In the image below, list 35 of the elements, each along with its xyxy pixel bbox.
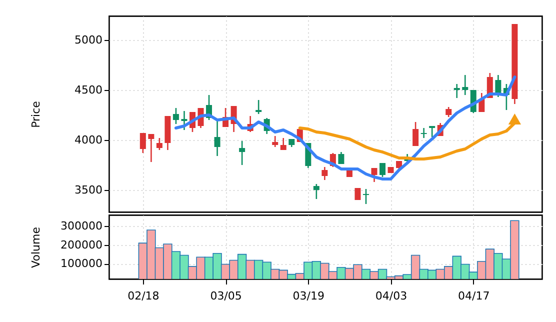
y-tick-label: 200000 <box>60 238 102 252</box>
candlestick <box>454 83 460 99</box>
candlestick <box>371 167 378 183</box>
candlestick <box>429 125 436 138</box>
x-tick-label: 02/18 <box>128 290 160 302</box>
candlestick <box>140 132 146 154</box>
candlestick <box>322 166 328 181</box>
x-tick-label: 04/17 <box>458 290 490 302</box>
x-tick-label: 03/05 <box>210 290 242 302</box>
candlestick <box>272 135 278 148</box>
y-tick-label: 100000 <box>60 257 102 270</box>
y-tick-label: 4500 <box>74 84 102 96</box>
candlestick <box>420 127 427 139</box>
candlestick <box>172 107 179 125</box>
y-tick-label: 5000 <box>74 34 102 46</box>
candlestick <box>380 162 386 178</box>
candlestick <box>256 99 262 115</box>
y-tick-label: 3500 <box>74 184 102 196</box>
candlestick <box>446 106 452 118</box>
candlestick <box>412 121 419 147</box>
x-tick-label: 04/03 <box>375 290 408 302</box>
candlestick <box>181 110 188 131</box>
candlestick <box>156 137 162 151</box>
candlestick <box>148 133 154 163</box>
candlestick <box>462 74 468 96</box>
y-tick-label: 300000 <box>60 220 102 233</box>
x-tick-label: 03/19 <box>292 290 324 302</box>
candlestick <box>214 120 220 157</box>
candlestick <box>313 183 320 200</box>
candlestick <box>362 188 369 205</box>
y-axis-title: Price <box>30 100 42 128</box>
line-series <box>174 76 516 180</box>
y-tick-label: 4000 <box>74 134 102 146</box>
y-axis-title: Volume <box>30 226 42 268</box>
candlestick <box>239 140 246 166</box>
